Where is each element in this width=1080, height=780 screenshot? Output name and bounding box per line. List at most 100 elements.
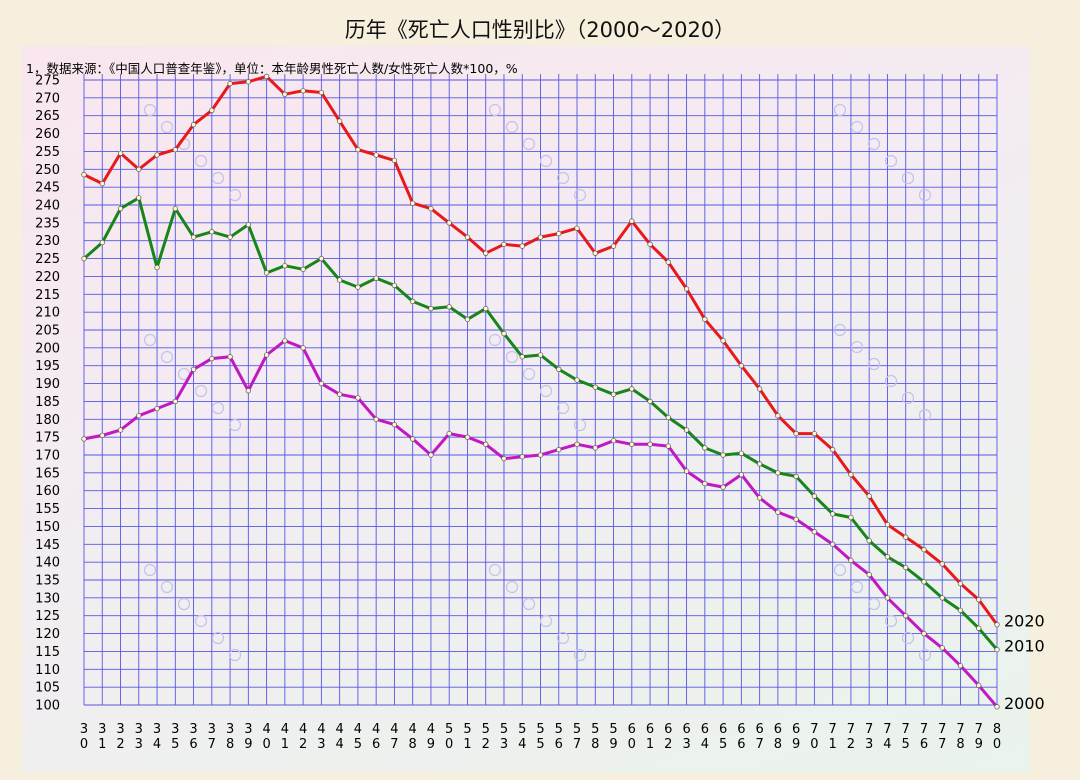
y-tick-label: 115: [35, 645, 60, 660]
data-point-2020: [957, 580, 964, 587]
y-tick-label: 230: [35, 234, 60, 249]
data-point-2000: [501, 455, 507, 462]
series-label-2010: 2010: [1004, 637, 1045, 656]
data-point-2020: [355, 146, 361, 153]
watermark-mark: [522, 137, 536, 151]
y-tick-label: 155: [35, 502, 60, 517]
data-point-2000: [483, 441, 489, 447]
watermark-mark: [143, 333, 157, 347]
watermark-mark: [505, 120, 519, 134]
data-point-2010: [592, 384, 598, 390]
data-point-2010: [81, 255, 87, 262]
watermark-mark: [539, 384, 553, 398]
y-tick-label: 235: [35, 216, 60, 231]
y-tick-label: 175: [35, 431, 60, 446]
data-point-2010: [190, 234, 197, 240]
data-point-2000: [117, 427, 124, 433]
data-point-2000: [775, 509, 781, 515]
data-point-2020: [848, 471, 854, 478]
watermark-mark: [488, 103, 502, 117]
data-point-2010: [117, 205, 124, 212]
data-point-2010: [391, 282, 398, 289]
data-point-2010: [209, 229, 215, 235]
data-point-2010: [683, 427, 690, 433]
y-tick-label: 215: [35, 288, 60, 303]
data-point-2000: [848, 557, 854, 564]
watermark-mark: [143, 563, 157, 577]
data-point-2000: [282, 338, 288, 344]
data-point-2020: [483, 250, 489, 256]
data-point-2020: [610, 243, 617, 249]
watermark-mark: [850, 120, 864, 134]
data-point-2020: [172, 146, 178, 153]
data-point-2020: [245, 79, 251, 85]
data-point-2020: [903, 534, 909, 540]
data-point-2000: [355, 395, 361, 401]
data-point-2000: [629, 441, 635, 447]
data-point-2020: [81, 171, 87, 178]
data-point-2020: [629, 218, 635, 224]
data-source-note: 1，数据来源：《中国人口普查年鉴》，单位：本年龄男性死亡人数/女性死亡人数*10…: [26, 61, 518, 76]
data-point-2000: [227, 354, 233, 360]
data-point-2000: [410, 436, 416, 442]
data-point-2020: [738, 363, 745, 369]
data-point-2010: [629, 386, 635, 392]
data-point-2010: [446, 304, 452, 310]
data-point-2010: [136, 195, 142, 201]
y-tick-label: 185: [35, 395, 60, 410]
data-point-2020: [720, 338, 726, 344]
watermark-mark: [918, 188, 932, 202]
data-point-2020: [592, 250, 598, 256]
data-point-2000: [464, 434, 471, 440]
x-axis-ticks: 3 0 3 1 3 2 3 3 3 4 3 5 3 6 3 7 3 8 3 9 4 0 4 1 4 2 4 3 4 4 4 5 4 6 4 7 4 8 4 9…: [80, 722, 1001, 752]
data-point-2010: [410, 298, 416, 305]
data-point-2010: [848, 514, 854, 521]
data-point-2010: [336, 277, 343, 283]
y-tick-label: 120: [35, 627, 60, 642]
data-point-2020: [793, 430, 799, 437]
data-point-2010: [263, 270, 270, 276]
data-point-2000: [428, 452, 434, 458]
data-point-2020: [99, 180, 105, 187]
chart-title: 历年《死亡人口性别比》（2000～2020）: [344, 18, 736, 42]
data-point-2010: [355, 284, 361, 290]
y-tick-label: 275: [35, 74, 60, 89]
y-tick-label: 260: [35, 127, 60, 142]
watermark-mark: [833, 563, 847, 577]
data-point-2020: [300, 88, 306, 94]
y-axis-ticks: 100 105 110 115 120 125 130 135 140 145 150 155 160 1…: [35, 74, 60, 714]
watermark-mark: [850, 340, 864, 354]
y-tick-label: 255: [35, 145, 60, 160]
watermark-mark: [901, 171, 915, 185]
data-point-2000: [738, 471, 745, 478]
data-point-2010: [99, 239, 105, 246]
data-point-2000: [720, 484, 726, 490]
watermark-mark: [573, 648, 587, 662]
watermark-mark: [522, 597, 536, 611]
data-point-2000: [172, 398, 178, 405]
watermark-mark: [867, 357, 881, 371]
data-point-2020: [318, 89, 325, 96]
y-tick-label: 135: [35, 574, 60, 589]
data-point-2020: [209, 107, 215, 114]
data-point-2010: [738, 450, 745, 456]
data-point-2010: [665, 414, 671, 421]
data-point-2010: [610, 391, 617, 397]
data-point-2010: [903, 564, 909, 571]
data-point-2010: [720, 452, 726, 458]
watermark-mark: [884, 374, 898, 388]
data-point-2020: [556, 230, 562, 237]
